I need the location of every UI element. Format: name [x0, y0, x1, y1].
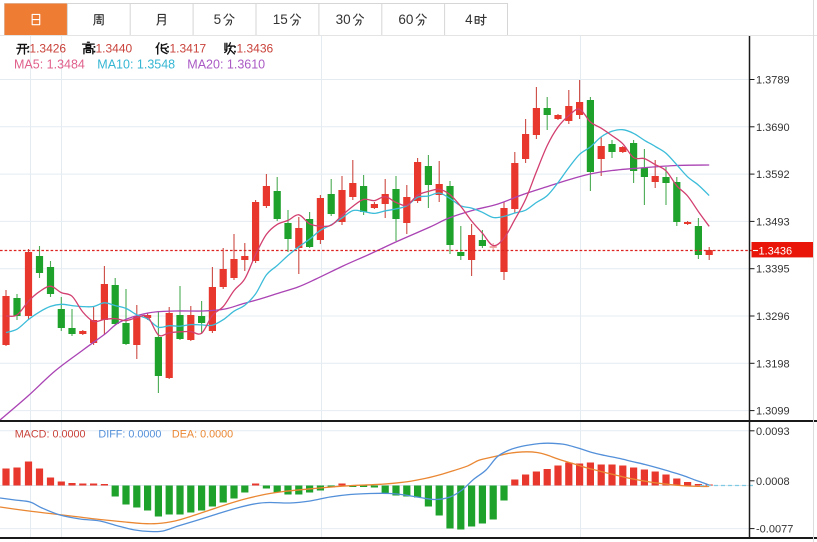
svg-text::: : — [166, 42, 170, 56]
svg-text::: : — [92, 42, 96, 56]
svg-text:1.3436: 1.3436 — [237, 42, 274, 56]
svg-text:MACD: 0.0000: MACD: 0.0000 — [15, 429, 86, 441]
svg-text:DIFF: 0.0000: DIFF: 0.0000 — [98, 429, 161, 441]
svg-text:1.3198: 1.3198 — [756, 358, 790, 370]
svg-text:15: 15 — [273, 12, 288, 27]
svg-text:1.3395: 1.3395 — [756, 264, 790, 276]
svg-text:1.3417: 1.3417 — [170, 42, 207, 56]
svg-text:4: 4 — [465, 12, 473, 27]
svg-text:1.3493: 1.3493 — [756, 216, 790, 228]
svg-text::: : — [233, 42, 237, 56]
svg-text:MA20: 1.3610: MA20: 1.3610 — [187, 58, 265, 72]
svg-text:1.3592: 1.3592 — [756, 169, 790, 181]
svg-text:-0.0077: -0.0077 — [756, 524, 793, 536]
svg-text:5: 5 — [214, 12, 222, 27]
svg-text:60: 60 — [398, 12, 413, 27]
svg-text:MA5: 1.3484: MA5: 1.3484 — [14, 58, 85, 72]
svg-text:0.0008: 0.0008 — [756, 476, 790, 488]
svg-text:0.0093: 0.0093 — [756, 426, 790, 438]
svg-text:1.3789: 1.3789 — [756, 75, 790, 87]
svg-text:1.3436: 1.3436 — [759, 245, 793, 257]
svg-text:1.3690: 1.3690 — [756, 122, 790, 134]
svg-text:1.3099: 1.3099 — [756, 406, 790, 418]
svg-text::: : — [26, 42, 30, 56]
svg-text:1.3440: 1.3440 — [96, 42, 133, 56]
svg-text:1.3426: 1.3426 — [29, 42, 66, 56]
svg-text:1.3296: 1.3296 — [756, 311, 790, 323]
svg-text:MA10: 1.3548: MA10: 1.3548 — [97, 58, 175, 72]
svg-text:DEA: 0.0000: DEA: 0.0000 — [172, 429, 233, 441]
svg-text:30: 30 — [336, 12, 351, 27]
